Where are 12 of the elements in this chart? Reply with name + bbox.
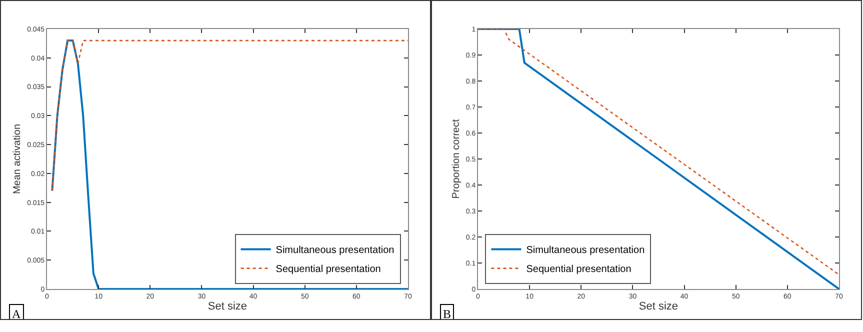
line-series: [52, 40, 408, 192]
legend-label: Simultaneous presentation: [526, 245, 645, 256]
legend-label: Sequential presentation: [526, 264, 632, 276]
y-axis-title: Proportion correct: [450, 119, 462, 199]
y-axis-title: Mean activation: [12, 124, 24, 194]
x-axis-title: Set size: [638, 300, 678, 313]
x-axis-title: Set size: [208, 300, 248, 313]
legend-label: Simultaneous presentation: [276, 245, 394, 256]
text: B: [443, 307, 452, 321]
line-series: [51, 40, 408, 289]
legend-label: Sequential presentation: [276, 264, 381, 276]
text: A: [12, 307, 21, 321]
